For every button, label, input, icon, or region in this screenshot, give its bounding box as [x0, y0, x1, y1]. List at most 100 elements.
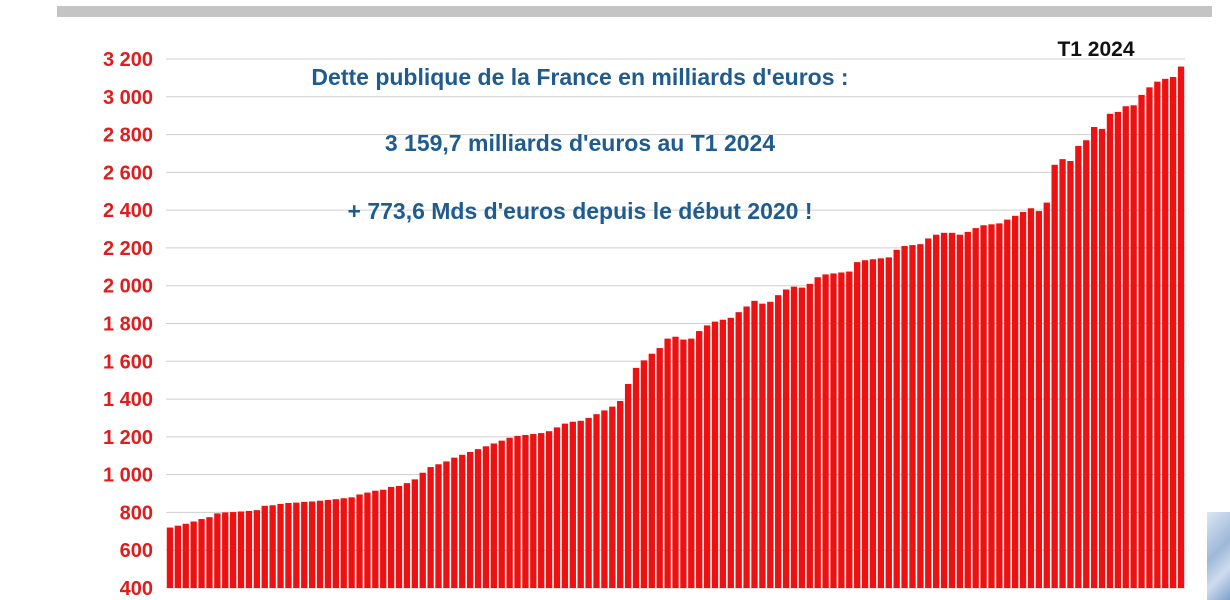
- debt-bar: [806, 283, 813, 588]
- debt-bar: [624, 383, 632, 588]
- debt-bar: [459, 454, 466, 588]
- debt-bar: [1083, 140, 1090, 589]
- debt-bar: [885, 257, 892, 589]
- debt-bar: [1122, 106, 1129, 588]
- debt-bar: [1012, 215, 1019, 588]
- debt-bar: [854, 262, 861, 588]
- y-tick-label: 2 800: [103, 125, 153, 147]
- y-tick-label: 2 400: [103, 200, 153, 222]
- debt-bar: [553, 427, 561, 588]
- debt-bar: [1004, 219, 1011, 588]
- debt-bar: [569, 421, 576, 588]
- debt-bar: [466, 451, 474, 588]
- y-tick-label: 600: [120, 540, 153, 562]
- debt-bar: [838, 272, 845, 588]
- debt-bar: [411, 479, 418, 588]
- debt-bar: [1035, 211, 1043, 588]
- debt-bar: [877, 258, 885, 588]
- debt-bar: [1027, 208, 1035, 588]
- debt-bar: [1106, 113, 1114, 588]
- debt-bar: [1146, 87, 1153, 588]
- debt-bar: [206, 517, 213, 588]
- debt-bar: [798, 287, 806, 588]
- debt-bar: [1019, 212, 1027, 588]
- debt-bar: [648, 353, 655, 588]
- debt-bar: [775, 295, 782, 588]
- debt-bar: [261, 505, 268, 588]
- debt-bar: [222, 512, 229, 588]
- debt-bar: [561, 423, 569, 588]
- chart-title: Dette publique de la France en milliards…: [311, 64, 849, 90]
- debt-bar: [395, 485, 403, 588]
- debt-bar: [198, 519, 205, 588]
- debt-bar: [964, 231, 971, 588]
- debt-bar: [277, 503, 284, 588]
- debt-bar: [751, 300, 758, 588]
- debt-bar: [617, 400, 624, 588]
- y-tick-label: 3 000: [103, 87, 153, 109]
- debt-bar: [285, 502, 292, 588]
- debt-bar: [688, 338, 695, 588]
- debt-bar: [940, 232, 948, 588]
- debt-bar: [482, 446, 490, 588]
- debt-bar: [680, 339, 687, 588]
- debt-bar: [593, 414, 600, 588]
- debt-bar: [609, 406, 616, 588]
- debt-bar: [253, 510, 260, 588]
- y-tick-label: 2 000: [103, 276, 153, 298]
- debt-bar: [403, 483, 411, 588]
- debt-bar: [814, 277, 821, 588]
- debt-bar: [182, 523, 189, 588]
- debt-bar: [577, 420, 584, 588]
- bars: [166, 66, 1185, 589]
- debt-bar: [332, 499, 339, 588]
- debt-bar: [925, 238, 932, 589]
- y-tick-label: 1 800: [103, 314, 153, 336]
- y-tick-label: 800: [120, 502, 153, 524]
- debt-bar: [364, 492, 371, 588]
- debt-bar: [387, 486, 395, 588]
- debt-bar: [980, 225, 987, 588]
- debt-bar: [1162, 78, 1169, 588]
- debt-bar: [846, 271, 853, 588]
- debt-bar: [759, 303, 766, 588]
- debt-bar: [435, 464, 442, 588]
- debt-bar: [909, 245, 916, 588]
- debt-bar: [1169, 76, 1177, 588]
- debt-bar: [664, 338, 671, 588]
- debt-bar: [948, 232, 956, 588]
- debt-bar: [1067, 161, 1074, 588]
- debt-bar: [790, 286, 798, 588]
- debt-bar: [1098, 128, 1106, 588]
- debt-bar: [522, 434, 529, 588]
- debt-bar: [443, 461, 450, 588]
- debt-bar: [190, 521, 197, 588]
- debt-bar: [1114, 111, 1122, 589]
- debt-bar: [316, 500, 324, 588]
- debt-bar: [1051, 164, 1058, 589]
- debt-bar: [174, 525, 182, 588]
- debt-bar: [735, 312, 742, 588]
- debt-bar: [1043, 202, 1050, 588]
- debt-bar: [956, 234, 964, 588]
- debt-bar: [498, 440, 505, 588]
- debt-bar: [530, 434, 537, 588]
- debt-bar: [380, 489, 387, 588]
- debt-bar: [585, 417, 592, 588]
- y-tick-label: 2 200: [103, 238, 153, 260]
- debt-bar: [988, 224, 995, 588]
- debt-bar: [972, 228, 979, 588]
- debt-bar: [214, 513, 221, 588]
- y-tick-label: 1 000: [103, 465, 153, 487]
- debt-bar: [237, 511, 245, 588]
- debt-bar: [356, 494, 363, 588]
- debt-bar: [1059, 159, 1066, 588]
- debt-bar: [506, 437, 513, 588]
- debt-bar: [719, 319, 727, 588]
- debt-bar: [901, 246, 908, 589]
- y-tick-label: 400: [120, 578, 153, 600]
- y-tick-label: 1 600: [103, 351, 153, 373]
- debt-bar: [727, 317, 734, 588]
- debt-bar: [348, 497, 355, 588]
